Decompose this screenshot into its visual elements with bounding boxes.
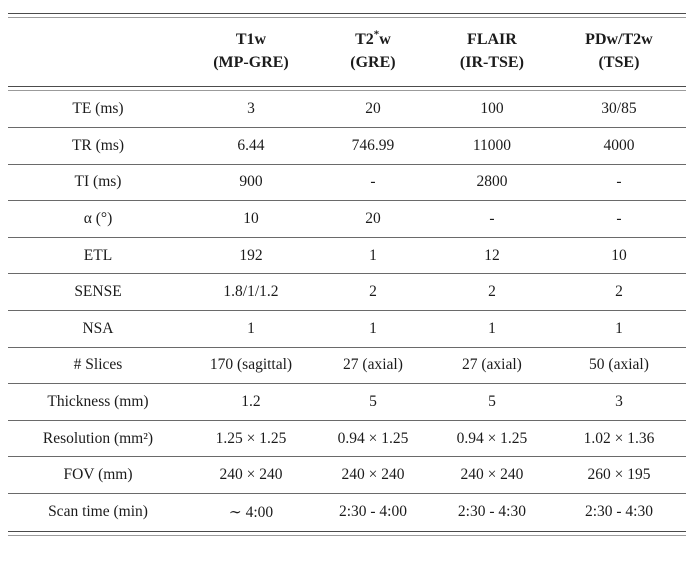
table-cell: 1	[247, 319, 255, 337]
table-cell: 3	[247, 100, 255, 118]
table-cell: -	[616, 173, 622, 191]
table-cell: 1.02 × 1.36	[583, 429, 655, 447]
table-cell: 746.99	[351, 136, 395, 154]
table-cell: 1.2	[241, 392, 261, 410]
table-cell: 20	[365, 100, 381, 118]
table-cell: 5	[488, 392, 496, 410]
column-header: T2*w (GRE)	[314, 18, 432, 86]
row-label: ETL	[83, 246, 113, 264]
row-label: NSA	[82, 319, 114, 337]
table-cell: 2800	[476, 173, 508, 191]
mri-sequence-parameters-table: T1w (MP-GRE) T2*w (GRE) FLAIR (IR-TSE) PDw/T2w…	[8, 13, 686, 536]
table-row: ETL 192 1 12 10	[8, 238, 686, 275]
table-cell: 10	[611, 246, 627, 264]
table-row: TE (ms) 3 20 100 30/85	[8, 91, 686, 128]
table-cell: 1.25 × 1.25	[215, 429, 287, 447]
table-cell: 1	[615, 319, 623, 337]
table-row: Thickness (mm) 1.2 5 5 3	[8, 384, 686, 421]
table-cell: 3	[615, 392, 623, 410]
table-cell: ∼ 4:00	[228, 503, 274, 521]
table-cell: 2:30 - 4:00	[338, 503, 407, 521]
column-subtitle: (IR-TSE)	[459, 53, 524, 71]
column-subtitle: (MP-GRE)	[213, 53, 289, 71]
row-label: TI (ms)	[74, 173, 122, 191]
table-cell: 2	[369, 283, 377, 301]
table-row: Resolution (mm²) 1.25 × 1.25 0.94 × 1.25 0.…	[8, 421, 686, 458]
table-row: TR (ms) 6.44 746.99 11000 4000	[8, 128, 686, 165]
row-label: Thickness (mm)	[47, 392, 149, 410]
table-cell: 6.44	[237, 136, 265, 154]
column-title: T2*w	[355, 28, 391, 48]
table-cell: 27 (axial)	[462, 356, 522, 374]
table-cell: 50 (axial)	[589, 356, 649, 374]
row-label: Resolution (mm²)	[42, 429, 154, 447]
table-cell: 0.94 × 1.25	[337, 429, 409, 447]
column-subtitle: (GRE)	[350, 53, 396, 71]
table-cell: 27 (axial)	[343, 356, 403, 374]
table-cell: 10	[243, 209, 259, 227]
table-row: α (°) 10 20 - -	[8, 201, 686, 238]
table-cell: 240 × 240	[460, 466, 524, 484]
table-cell: 170 (sagittal)	[209, 356, 293, 374]
table-row: FOV (mm) 240 × 240 240 × 240 240 × 240 260 ×…	[8, 457, 686, 494]
table-row: # Slices 170 (sagittal) 27 (axial) 27 (axia…	[8, 348, 686, 385]
table-top-rule	[8, 13, 686, 19]
table-cell: 192	[239, 246, 263, 264]
table-row: SENSE 1.8/1/1.2 2 2 2	[8, 274, 686, 311]
column-header: T1w (MP-GRE)	[188, 18, 314, 86]
column-title-superscript: *	[373, 28, 380, 41]
table-cell: 5	[369, 392, 377, 410]
row-label: TE (ms)	[72, 100, 124, 118]
column-title: T1w	[235, 30, 267, 48]
row-label: SENSE	[74, 283, 122, 301]
row-label: Scan time (min)	[48, 503, 148, 521]
table-row: Scan time (min) ∼ 4:00 2:30 - 4:00 2:30 - 4…	[8, 494, 686, 531]
column-title: PDw/T2w	[585, 30, 653, 48]
table-cell: 240 × 240	[219, 466, 283, 484]
table-body: TE (ms) 3 20 100 30/85 TR (ms) 6.44 746.99 11000…	[8, 91, 686, 530]
column-title: FLAIR	[467, 30, 517, 48]
table-cell: 0.94 × 1.25	[456, 429, 528, 447]
table-row: NSA 1 1 1 1	[8, 311, 686, 348]
table-cell: 2	[488, 283, 496, 301]
table-cell: 2	[615, 283, 623, 301]
row-label: α (°)	[83, 209, 113, 227]
table-cell: 1	[369, 319, 377, 337]
table-cell: 1	[369, 246, 377, 264]
column-header-parameter	[8, 18, 188, 86]
table-row: TI (ms) 900 - 2800 -	[8, 165, 686, 202]
table-cell: 30/85	[601, 100, 637, 118]
table-bottom-rule	[8, 530, 686, 536]
table-cell: -	[370, 173, 376, 191]
table-cell: 240 × 240	[341, 466, 405, 484]
table-header-rule	[8, 86, 686, 92]
row-label: FOV (mm)	[63, 466, 133, 484]
row-label: # Slices	[73, 356, 123, 374]
table-cell: 11000	[472, 136, 512, 154]
column-header: PDw/T2w (TSE)	[552, 18, 686, 86]
table-cell: 100	[480, 100, 504, 118]
table-cell: 2:30 - 4:30	[584, 503, 653, 521]
table-cell: 1	[488, 319, 496, 337]
column-subtitle: (TSE)	[598, 53, 640, 71]
table-cell: 2:30 - 4:30	[457, 503, 526, 521]
table-cell: 1.8/1/1.2	[223, 283, 279, 301]
table-cell: 900	[239, 173, 263, 191]
table-cell: 12	[484, 246, 500, 264]
row-label: TR (ms)	[71, 136, 125, 154]
table-cell: 20	[365, 209, 381, 227]
table-cell: -	[489, 209, 495, 227]
table-cell: -	[616, 209, 622, 227]
column-header: FLAIR (IR-TSE)	[432, 18, 552, 86]
table-cell: 4000	[603, 136, 635, 154]
table-cell: 260 × 195	[587, 466, 651, 484]
table-header-row: T1w (MP-GRE) T2*w (GRE) FLAIR (IR-TSE) PDw/T2w…	[8, 18, 686, 86]
